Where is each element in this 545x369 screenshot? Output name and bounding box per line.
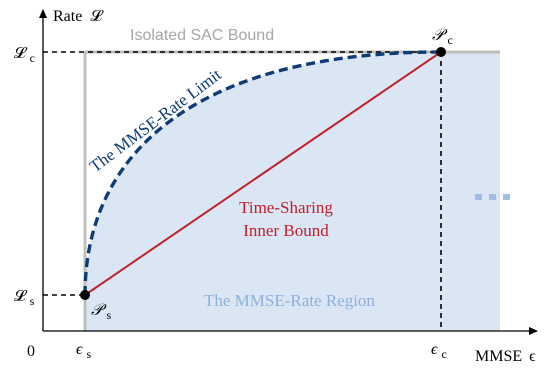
x-axis-title: MMSE ϵ [475,348,536,365]
y-axis-symbol: 𝓛 [90,8,104,25]
mmse-rate-region-label: The MMSE-Rate Region [204,291,375,310]
tick-es: ϵ s [76,341,91,361]
isolated-sac-bound-label: Isolated SAC Bound [130,27,274,44]
y-axis-title: Rate 𝓛 [53,8,104,25]
mmse-rate-region-area [85,52,500,331]
tick-rs-main: 𝓛 [14,288,28,305]
tick-rs-sub: s [30,294,35,308]
x-axis-symbol: ϵ [529,348,536,365]
label-pc-sub: c [448,33,453,47]
time-sharing-label-line1: Time-Sharing [239,198,333,217]
x-axis-label: MMSE [475,348,522,365]
tick-es-main: ϵ [76,341,83,358]
mmse-rate-limit-curve [83,50,442,296]
label-pc: 𝒫 c [432,27,453,47]
y-axis-label: Rate [53,8,82,25]
tick-rc-sub: c [30,51,35,65]
time-sharing-label-line2: Inner Bound [243,221,329,240]
label-ps: 𝒫 s [91,302,112,322]
tick-ec-sub: c [441,347,446,361]
label-ps-sub: s [107,308,112,322]
tick-ec: ϵ c [431,341,447,361]
point-pc [436,47,446,57]
tick-rc-main: 𝓛 [14,45,28,62]
tick-rs: 𝓛 s [14,288,35,308]
ellipsis-icon [475,194,510,200]
time-sharing-line [84,51,442,296]
label-ps-main: 𝒫 [91,302,107,319]
tick-ec-main: ϵ [431,341,438,358]
label-pc-main: 𝒫 [432,27,448,44]
point-ps [80,290,90,300]
origin-label: 0 [27,343,35,360]
tick-rc: 𝓛 c [14,45,35,65]
tick-es-sub: s [86,347,91,361]
